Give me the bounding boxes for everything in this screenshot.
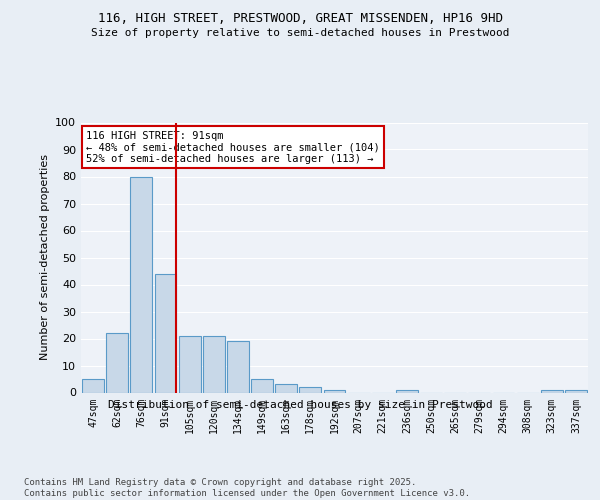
Bar	[203, 336, 224, 392]
Bar	[82, 379, 104, 392]
Text: Size of property relative to semi-detached houses in Prestwood: Size of property relative to semi-detach…	[91, 28, 509, 38]
Bar	[251, 379, 273, 392]
Bar	[396, 390, 418, 392]
Bar	[106, 333, 128, 392]
Bar	[227, 341, 249, 392]
Bar	[541, 390, 563, 392]
Bar	[299, 387, 321, 392]
Text: 116, HIGH STREET, PRESTWOOD, GREAT MISSENDEN, HP16 9HD: 116, HIGH STREET, PRESTWOOD, GREAT MISSE…	[97, 12, 503, 26]
Text: Distribution of semi-detached houses by size in Prestwood: Distribution of semi-detached houses by …	[107, 400, 493, 410]
Text: Contains HM Land Registry data © Crown copyright and database right 2025.
Contai: Contains HM Land Registry data © Crown c…	[24, 478, 470, 498]
Bar	[179, 336, 200, 392]
Bar	[275, 384, 297, 392]
Text: 116 HIGH STREET: 91sqm
← 48% of semi-detached houses are smaller (104)
52% of se: 116 HIGH STREET: 91sqm ← 48% of semi-det…	[86, 130, 380, 164]
Bar	[323, 390, 346, 392]
Y-axis label: Number of semi-detached properties: Number of semi-detached properties	[40, 154, 50, 360]
Bar	[565, 390, 587, 392]
Bar	[130, 176, 152, 392]
Bar	[155, 274, 176, 392]
